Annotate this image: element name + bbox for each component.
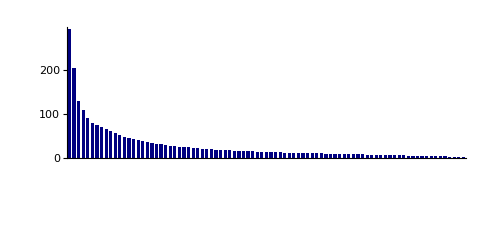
Bar xyxy=(301,153,305,157)
Bar xyxy=(288,153,291,157)
Bar xyxy=(329,154,332,158)
Bar xyxy=(178,147,181,158)
Bar xyxy=(173,146,177,158)
Bar xyxy=(343,154,346,157)
Bar xyxy=(256,152,259,158)
Bar xyxy=(444,156,446,158)
Bar xyxy=(306,153,309,158)
Bar xyxy=(150,143,154,158)
Bar xyxy=(109,130,112,158)
Bar xyxy=(457,157,460,158)
Bar xyxy=(430,156,433,157)
Bar xyxy=(324,154,327,158)
Bar xyxy=(366,155,369,158)
Bar xyxy=(370,155,373,158)
Bar xyxy=(72,68,76,158)
Bar xyxy=(347,154,350,157)
Bar xyxy=(416,156,419,158)
Bar xyxy=(434,156,437,157)
Bar xyxy=(356,154,360,158)
Bar xyxy=(453,157,456,158)
Bar xyxy=(68,29,71,158)
Bar xyxy=(448,157,451,158)
Bar xyxy=(100,127,103,158)
Bar xyxy=(224,150,227,158)
Bar xyxy=(269,152,273,158)
Bar xyxy=(283,153,286,158)
Bar xyxy=(393,155,396,158)
Bar xyxy=(274,152,277,158)
Bar xyxy=(192,148,195,158)
Bar xyxy=(402,155,406,158)
Bar xyxy=(118,135,121,158)
Bar xyxy=(315,153,318,158)
Bar xyxy=(77,101,80,158)
Bar xyxy=(187,148,190,157)
Bar xyxy=(228,150,231,158)
Bar xyxy=(388,155,392,157)
Bar xyxy=(233,151,236,158)
Bar xyxy=(242,151,245,158)
Bar xyxy=(260,152,264,157)
Bar xyxy=(182,147,186,158)
Bar xyxy=(237,151,240,157)
Bar xyxy=(411,156,415,158)
Bar xyxy=(292,153,296,157)
Bar xyxy=(137,140,140,158)
Bar xyxy=(320,153,323,158)
Bar xyxy=(352,154,355,158)
Bar xyxy=(91,123,94,158)
Bar xyxy=(375,155,378,157)
Bar xyxy=(397,155,401,158)
Bar xyxy=(334,154,336,157)
Bar xyxy=(420,156,424,157)
Bar xyxy=(439,156,442,158)
Bar xyxy=(146,142,149,158)
Bar xyxy=(425,156,428,157)
Bar xyxy=(278,153,282,158)
Bar xyxy=(114,133,117,158)
Bar xyxy=(196,148,199,158)
Bar xyxy=(251,151,254,158)
Bar xyxy=(96,125,98,158)
Bar xyxy=(164,145,167,158)
Bar xyxy=(338,154,341,157)
Bar xyxy=(247,151,250,158)
Bar xyxy=(361,154,364,158)
Bar xyxy=(311,153,314,158)
Bar xyxy=(105,129,108,157)
Bar xyxy=(159,144,163,158)
Bar xyxy=(384,155,387,157)
Bar xyxy=(297,153,300,157)
Bar xyxy=(86,118,89,158)
Bar xyxy=(219,150,222,157)
Bar xyxy=(82,110,85,158)
Bar xyxy=(132,139,135,158)
Bar xyxy=(201,149,204,157)
Bar xyxy=(127,138,131,158)
Bar xyxy=(210,149,213,158)
Bar xyxy=(265,152,268,158)
Bar xyxy=(407,155,410,158)
Bar xyxy=(205,149,208,158)
Bar xyxy=(123,137,126,157)
Bar xyxy=(215,150,217,157)
Bar xyxy=(155,144,158,158)
Bar xyxy=(141,141,144,157)
Bar xyxy=(168,146,172,158)
Bar xyxy=(462,157,465,158)
Bar xyxy=(379,155,383,157)
